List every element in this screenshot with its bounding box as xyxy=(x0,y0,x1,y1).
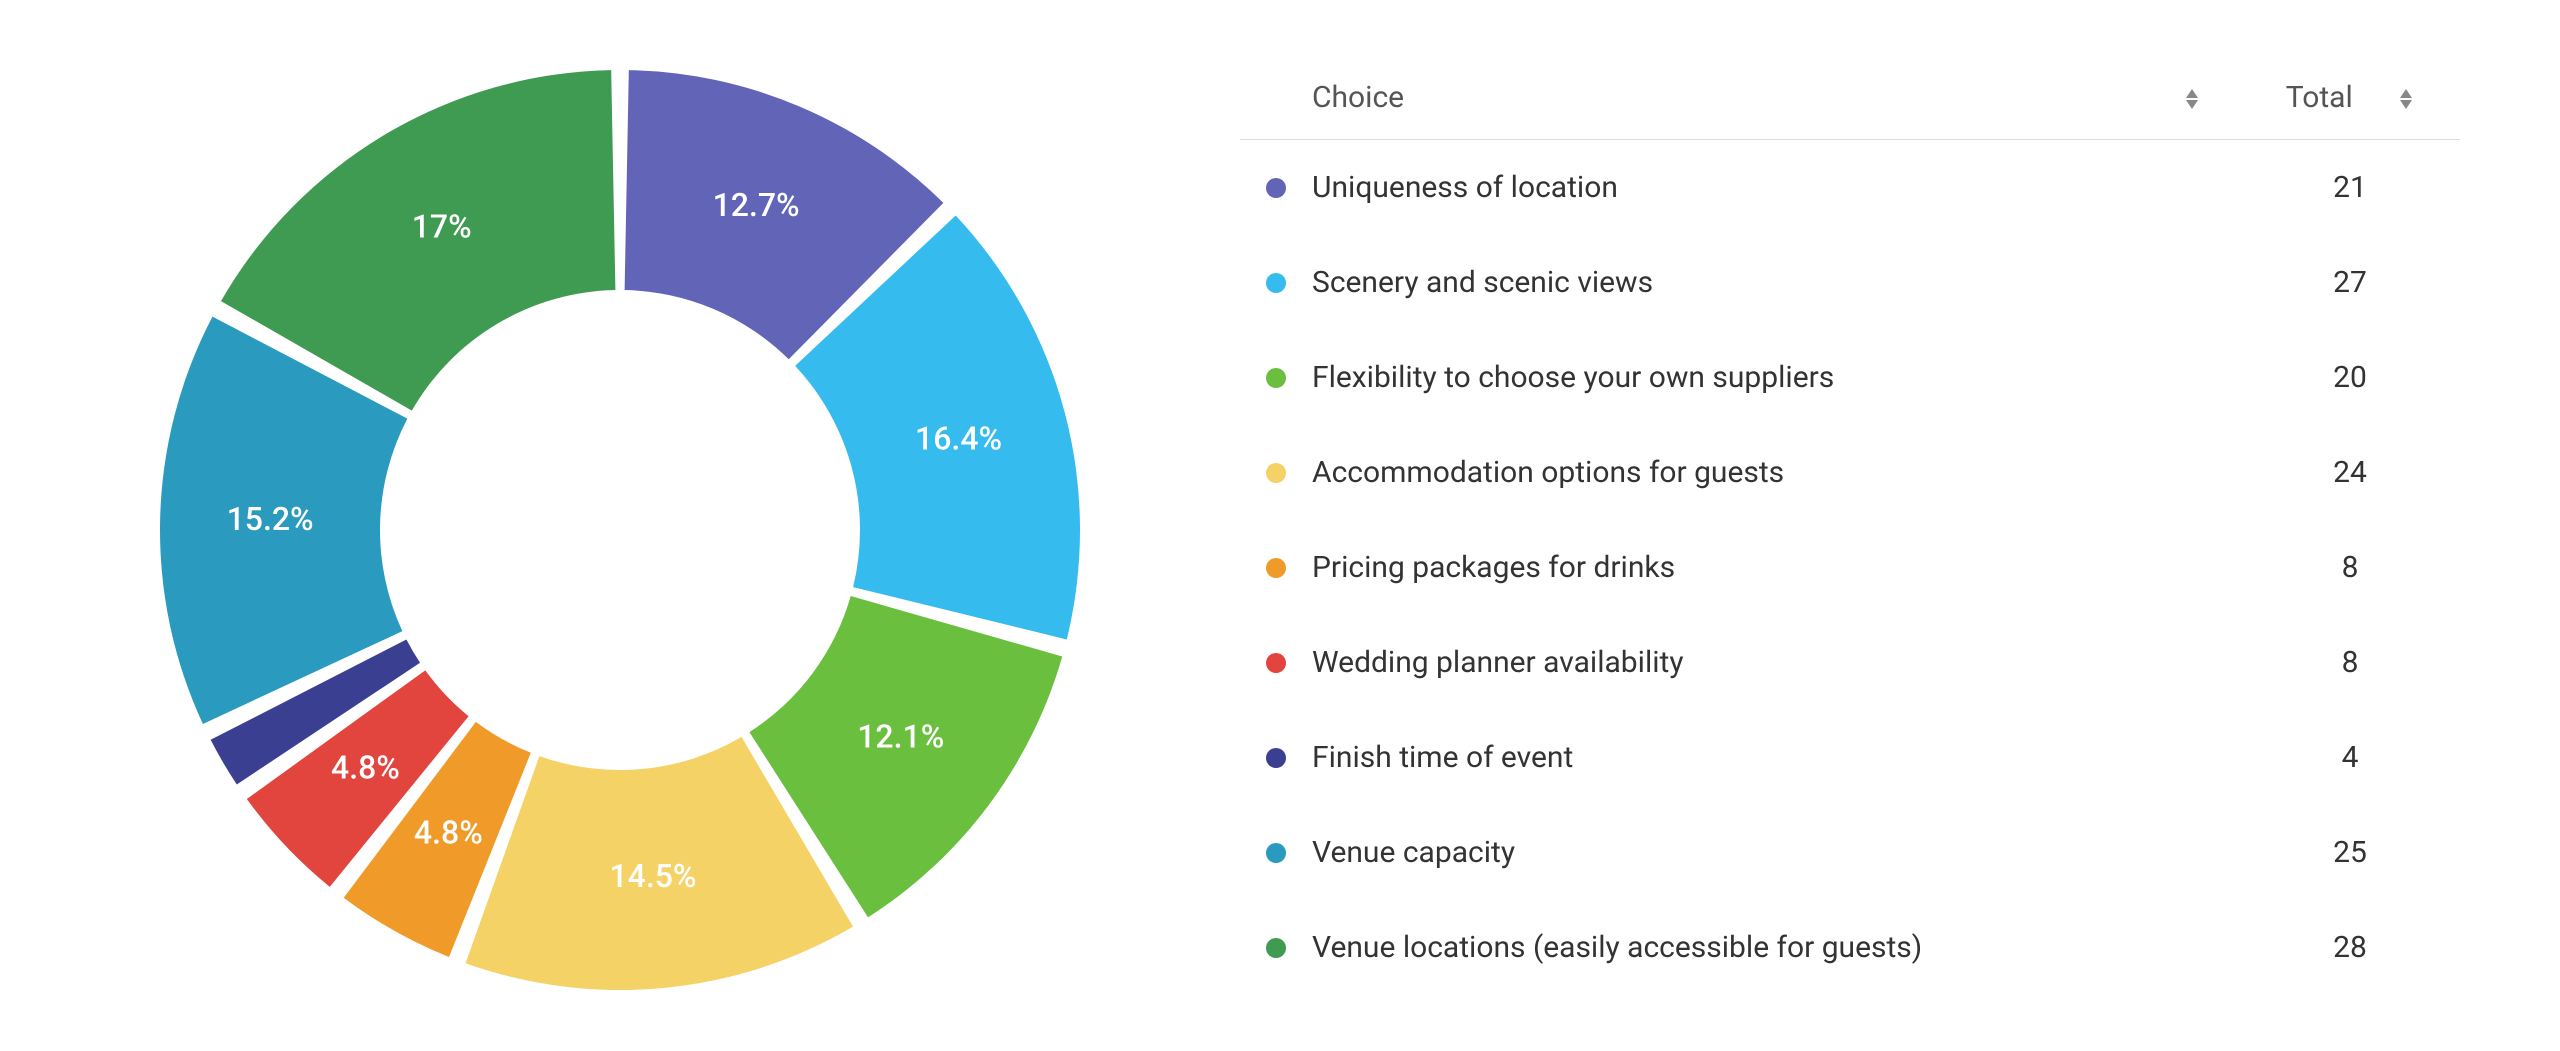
table-row: Venue locations (easily accessible for g… xyxy=(1240,900,2460,995)
sort-icon[interactable] xyxy=(2184,89,2200,109)
legend-bullet xyxy=(1266,843,1286,863)
row-total-value: 8 xyxy=(2240,550,2460,585)
legend-bullet xyxy=(1266,178,1286,198)
row-choice-label: Flexibility to choose your own suppliers xyxy=(1312,360,2240,395)
table-row: Flexibility to choose your own suppliers… xyxy=(1240,330,2460,425)
page: 12.7% 16.4% 12.1% 14.5% 4.8% 4.8% 15.2% 17% Cho… xyxy=(0,0,2560,1051)
legend-bullet xyxy=(1266,748,1286,768)
legend-bullet xyxy=(1266,273,1286,293)
row-choice-label: Venue locations (easily accessible for g… xyxy=(1312,930,2240,965)
row-total-value: 28 xyxy=(2240,930,2460,965)
table-row: Wedding planner availability8 xyxy=(1240,615,2460,710)
sort-icon[interactable] xyxy=(2398,89,2414,109)
header-total[interactable]: Total xyxy=(2240,80,2460,115)
legend-bullet xyxy=(1266,558,1286,578)
row-choice-label: Venue capacity xyxy=(1312,835,2240,870)
slice-percent-label: 4.8% xyxy=(414,813,483,851)
row-total-value: 8 xyxy=(2240,645,2460,680)
slice-percent-label: 4.8% xyxy=(331,749,400,787)
slice-percent-label: 16.4% xyxy=(915,420,1002,458)
table-header-row: Choice Total xyxy=(1240,60,2460,140)
results-table: Choice Total Uniqueness of location21Sce… xyxy=(1120,30,2460,995)
slice-percent-label: 15.2% xyxy=(227,500,314,538)
row-total-value: 25 xyxy=(2240,835,2460,870)
donut-chart: 12.7% 16.4% 12.1% 14.5% 4.8% 4.8% 15.2% 17% xyxy=(120,30,1120,1030)
slice-percent-label: 12.7% xyxy=(713,186,800,224)
row-total-value: 4 xyxy=(2240,740,2460,775)
header-choice-label: Choice xyxy=(1312,80,1404,115)
slice-percent-label: 17% xyxy=(412,207,472,245)
row-choice-label: Pricing packages for drinks xyxy=(1312,550,2240,585)
table-row: Finish time of event4 xyxy=(1240,710,2460,805)
donut-svg: 12.7% 16.4% 12.1% 14.5% 4.8% 4.8% 15.2% 17% xyxy=(120,30,1120,1030)
header-choice[interactable]: Choice xyxy=(1312,80,2240,115)
legend-bullet xyxy=(1266,653,1286,673)
table-row: Pricing packages for drinks8 xyxy=(1240,520,2460,615)
row-total-value: 20 xyxy=(2240,360,2460,395)
row-choice-label: Uniqueness of location xyxy=(1312,170,2240,205)
row-choice-label: Finish time of event xyxy=(1312,740,2240,775)
row-choice-label: Scenery and scenic views xyxy=(1312,265,2240,300)
slice-percent-label: 12.1% xyxy=(857,717,944,755)
legend-bullet xyxy=(1266,368,1286,388)
row-total-value: 24 xyxy=(2240,455,2460,490)
table-row: Scenery and scenic views27 xyxy=(1240,235,2460,330)
row-total-value: 27 xyxy=(2240,265,2460,300)
legend-bullet xyxy=(1266,463,1286,483)
table-row: Venue capacity25 xyxy=(1240,805,2460,900)
table-row: Accommodation options for guests24 xyxy=(1240,425,2460,520)
header-total-label: Total xyxy=(2286,80,2353,115)
legend-bullet xyxy=(1266,938,1286,958)
table-body: Uniqueness of location21Scenery and scen… xyxy=(1240,140,2460,995)
row-total-value: 21 xyxy=(2240,170,2460,205)
table-row: Uniqueness of location21 xyxy=(1240,140,2460,235)
row-choice-label: Accommodation options for guests xyxy=(1312,455,2240,490)
row-choice-label: Wedding planner availability xyxy=(1312,645,2240,680)
slice-percent-label: 14.5% xyxy=(609,857,696,895)
